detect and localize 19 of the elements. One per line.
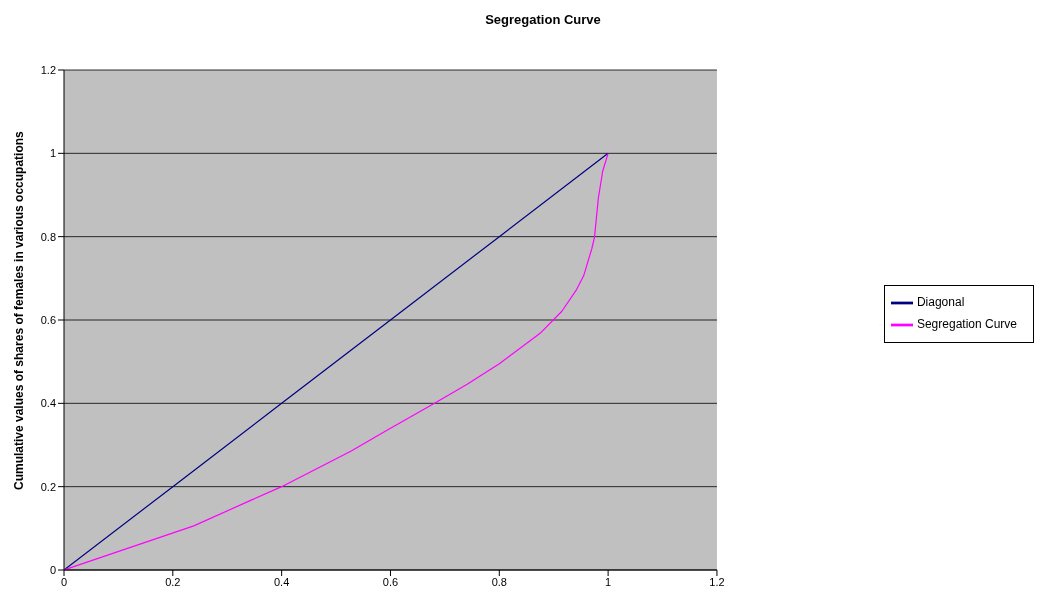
x-tick-label: 1 [605, 575, 612, 588]
line-series [64, 152, 609, 570]
x-tick-label: 1.2 [709, 575, 725, 588]
x-tick-label: 0.6 [382, 575, 399, 588]
y-tick-label: 0.4 [40, 397, 56, 410]
y-tick-label: 0.2 [40, 480, 56, 493]
y-tick-label: 0.8 [40, 230, 56, 243]
legend-label: Segregation Curve [916, 317, 1017, 332]
chart-title: Segregation Curve [484, 11, 602, 29]
x-tick-label: 0.4 [274, 575, 290, 588]
x-tick-label: 0 [60, 575, 68, 588]
y-tick-label: 0 [49, 563, 56, 576]
y-tick-label: 1 [49, 147, 56, 160]
y-tick-label: 1.2 [40, 63, 56, 76]
x-tick-label: 0.8 [491, 575, 507, 588]
x-tick-label: 0.2 [165, 575, 181, 588]
legend-label: Diagonal [916, 295, 965, 310]
y-tick-label: 0.6 [40, 313, 56, 326]
y-axis-title: Cumulative values of shares of females in various occupations [12, 130, 27, 490]
